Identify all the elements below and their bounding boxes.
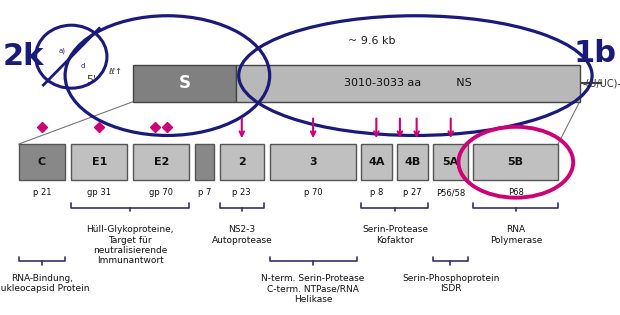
Bar: [19, 144, 65, 180]
Text: 5': 5': [86, 75, 96, 85]
Text: N-term. Serin-Protease
C-term. NTPase/RNA
Helikase: N-term. Serin-Protease C-term. NTPase/RN…: [262, 274, 365, 304]
Bar: [220, 144, 264, 180]
Text: 5B: 5B: [508, 157, 523, 167]
Text: S: S: [179, 74, 190, 93]
Bar: [71, 144, 127, 180]
Text: 2k: 2k: [3, 42, 45, 71]
Text: 3: 3: [309, 157, 317, 167]
Bar: [433, 144, 468, 180]
Text: p 21: p 21: [33, 188, 51, 197]
Text: P56/58: P56/58: [436, 188, 466, 197]
Bar: [397, 144, 428, 180]
Text: d: d: [80, 63, 85, 69]
Text: P68: P68: [508, 188, 524, 197]
Text: p 27: p 27: [403, 188, 422, 197]
Text: p 23: p 23: [232, 188, 251, 197]
Text: C: C: [38, 157, 46, 167]
Text: gp 70: gp 70: [149, 188, 173, 197]
Text: p 70: p 70: [304, 188, 322, 197]
Text: Serin-Phosphoprotein
ISDR: Serin-Phosphoprotein ISDR: [402, 274, 500, 294]
Text: ~ 9.6 kb: ~ 9.6 kb: [348, 37, 396, 46]
Text: E1: E1: [92, 157, 107, 167]
Bar: [473, 144, 558, 180]
Text: 3010-3033 aa          NS: 3010-3033 aa NS: [343, 78, 472, 89]
Bar: [133, 66, 236, 101]
Text: RNA
Polymerase: RNA Polymerase: [490, 225, 542, 245]
Text: gp 31: gp 31: [87, 188, 111, 197]
Bar: [195, 144, 214, 180]
Text: 4B: 4B: [404, 157, 420, 167]
Bar: [236, 66, 580, 101]
Text: a): a): [58, 47, 66, 54]
Text: 4A: 4A: [368, 157, 385, 167]
Text: Hüll-Glykoproteine,
Target für
neutralisierende
Immunantwort: Hüll-Glykoproteine, Target für neutralis…: [86, 225, 174, 266]
Text: 1b: 1b: [574, 39, 617, 68]
Bar: [270, 144, 356, 180]
Text: p 7: p 7: [198, 188, 211, 197]
Text: E2: E2: [154, 157, 169, 167]
Text: 2: 2: [238, 157, 246, 167]
Text: RNA-Bindung,
Nukleocapsid Protein: RNA-Bindung, Nukleocapsid Protein: [0, 274, 90, 294]
Text: 5A: 5A: [442, 157, 459, 167]
Text: -(U/UC)-3': -(U/UC)-3': [583, 78, 620, 89]
Text: NS2-3
Autoprotease: NS2-3 Autoprotease: [211, 225, 272, 245]
Text: ℓℓ↑: ℓℓ↑: [108, 66, 122, 76]
Text: p 8: p 8: [370, 188, 383, 197]
Bar: [361, 144, 392, 180]
Bar: [133, 144, 189, 180]
Text: Serin-Protease
Kofaktor: Serin-Protease Kofaktor: [362, 225, 428, 245]
